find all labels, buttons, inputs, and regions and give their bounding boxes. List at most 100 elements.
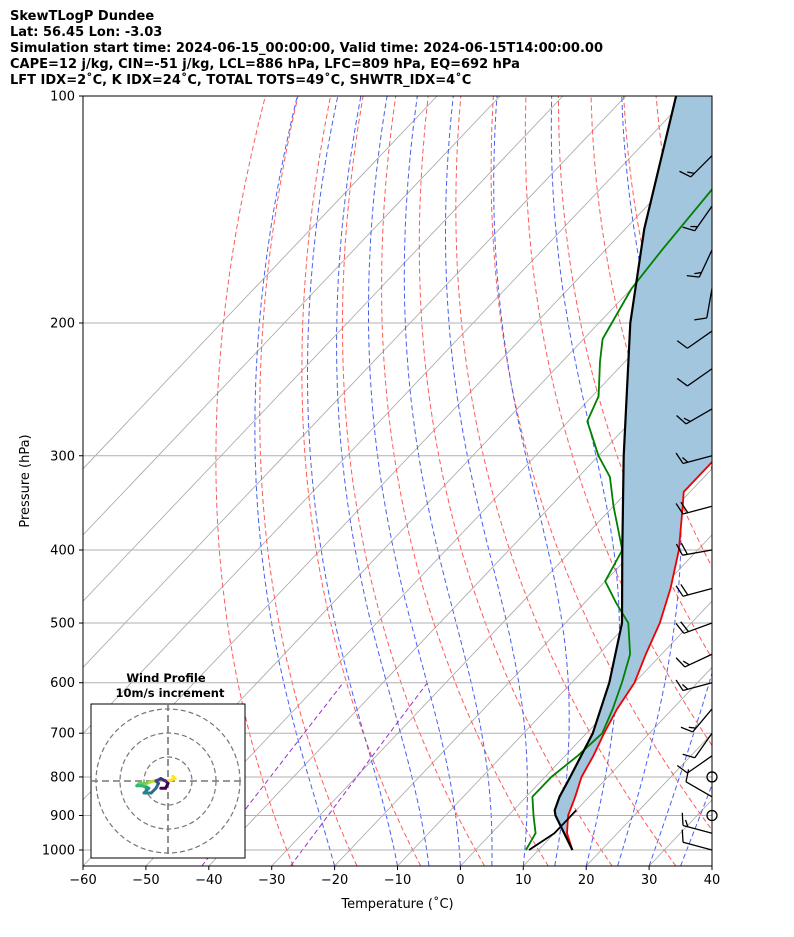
isotherm-line xyxy=(334,468,712,866)
y-tick-label: 800 xyxy=(50,770,75,785)
wind-barb xyxy=(675,584,713,597)
wind-barb-feather xyxy=(685,769,690,782)
parcel-line xyxy=(553,96,678,851)
wind-barb-feather xyxy=(675,543,684,556)
wind-barb-feather xyxy=(679,170,692,178)
wind-barb-feather xyxy=(675,585,684,597)
x-tick-label: −30 xyxy=(258,873,285,888)
moist-adiabat xyxy=(368,96,461,866)
isotherm-line xyxy=(145,269,712,866)
wind-barb-feather xyxy=(675,657,686,668)
wind-barb-shaft xyxy=(684,653,713,668)
isotherm-line xyxy=(83,96,501,536)
y-tick-label: 200 xyxy=(50,316,75,331)
x-tick-label: −50 xyxy=(132,873,159,888)
isotherm-line xyxy=(83,96,627,668)
isotherm-line xyxy=(208,335,712,866)
wind-barb xyxy=(676,408,713,425)
y-tick-label: 600 xyxy=(50,676,75,691)
wind-barb xyxy=(675,501,713,515)
wind-barb xyxy=(676,755,713,774)
wind-barb-feather xyxy=(680,542,688,555)
dry-adiabat xyxy=(524,96,712,747)
temperature-line xyxy=(566,460,712,851)
wind-barb xyxy=(679,155,713,178)
wind-barb xyxy=(675,452,713,465)
wind-barb xyxy=(675,653,713,668)
wind-barb-feather xyxy=(676,764,688,774)
title-indices-2: LFT IDX=2˚C, K IDX=24˚C, TOTAL TOTS=49˚C… xyxy=(10,73,472,88)
wind-barb xyxy=(680,708,713,733)
title-indices-1: CAPE=12 j/kg, CIN=-51 j/kg, LCL=886 hPa,… xyxy=(10,57,520,72)
wind-barb-shaft xyxy=(687,755,713,774)
wind-barb xyxy=(676,368,713,387)
y-tick-label: 500 xyxy=(50,617,75,632)
x-tick-label: −10 xyxy=(384,873,411,888)
wind-barb-feather xyxy=(683,417,691,422)
isotherm-line xyxy=(397,534,712,866)
moist-adiabat xyxy=(493,96,570,866)
wind-barb-feather xyxy=(675,452,684,464)
hodograph-plot xyxy=(91,704,245,858)
x-tick-label: −60 xyxy=(69,873,96,888)
dry-adiabat xyxy=(381,96,549,866)
wind-barb-feather xyxy=(688,726,697,729)
moist-adiabat xyxy=(445,96,528,866)
wind-barb-feather xyxy=(676,415,687,425)
wind-barb-feather xyxy=(687,171,695,175)
wind-barb xyxy=(681,829,713,851)
x-tick-label: 30 xyxy=(641,873,658,888)
y-tick-label: 400 xyxy=(50,543,75,558)
wind-barb xyxy=(675,679,713,692)
wind-barb-feather xyxy=(675,679,684,691)
wind-barb-shaft xyxy=(687,330,713,349)
wind-barb xyxy=(675,621,713,634)
moist-adiabat xyxy=(680,783,712,866)
wind-barb xyxy=(685,769,713,798)
dry-adiabat xyxy=(301,96,422,866)
isotherm-line xyxy=(460,600,712,866)
wind-barb-feather xyxy=(686,275,700,278)
x-tick-label: 0 xyxy=(456,873,464,888)
wind-barb-shaft xyxy=(685,781,713,798)
wind-barb-feather xyxy=(681,829,684,843)
wind-barb xyxy=(686,249,713,278)
wind-barb-feather xyxy=(680,621,690,632)
isotherm-line xyxy=(83,96,689,735)
wind-barb xyxy=(676,330,713,349)
dry-adiabat xyxy=(341,96,485,866)
y-tick-label: 100 xyxy=(50,90,75,105)
wind-barb-feather xyxy=(681,812,684,826)
dry-adiabat xyxy=(418,96,613,866)
isotherm-line xyxy=(271,401,712,866)
wind-barb-feather xyxy=(694,271,702,275)
dewpoint-line xyxy=(525,188,712,851)
wind-barb-feather xyxy=(682,660,690,666)
moist-adiabat xyxy=(403,96,493,866)
mixing-ratio-line xyxy=(201,682,344,866)
isotherm-line xyxy=(83,96,564,602)
wind-barb xyxy=(681,812,713,834)
wind-barb-feather xyxy=(680,584,689,596)
wind-barb-feather xyxy=(675,622,685,634)
x-tick-label: 10 xyxy=(515,873,532,888)
dry-adiabat xyxy=(490,96,712,831)
title-latlon: Lat: 56.45 Lon: -3.03 xyxy=(10,25,163,40)
wind-barb-feather xyxy=(682,683,689,690)
moist-adiabat xyxy=(254,96,336,866)
moist-adiabat xyxy=(336,96,430,866)
wind-barb xyxy=(682,205,713,232)
wind-barb-shaft xyxy=(706,288,713,319)
hodograph-title: Wind Profile xyxy=(126,671,206,685)
y-tick-label: 700 xyxy=(50,727,75,742)
mixing-ratio-line xyxy=(290,682,428,866)
wind-barb-feather xyxy=(676,340,688,349)
x-tick-label: 20 xyxy=(578,873,595,888)
y-axis-label: Pressure (hPa) xyxy=(18,434,33,527)
x-tick-label: −40 xyxy=(195,873,222,888)
isotherm-line xyxy=(83,96,438,470)
y-tick-label: 900 xyxy=(50,809,75,824)
dry-adiabat xyxy=(786,96,794,866)
wind-barb-feather xyxy=(682,226,695,232)
